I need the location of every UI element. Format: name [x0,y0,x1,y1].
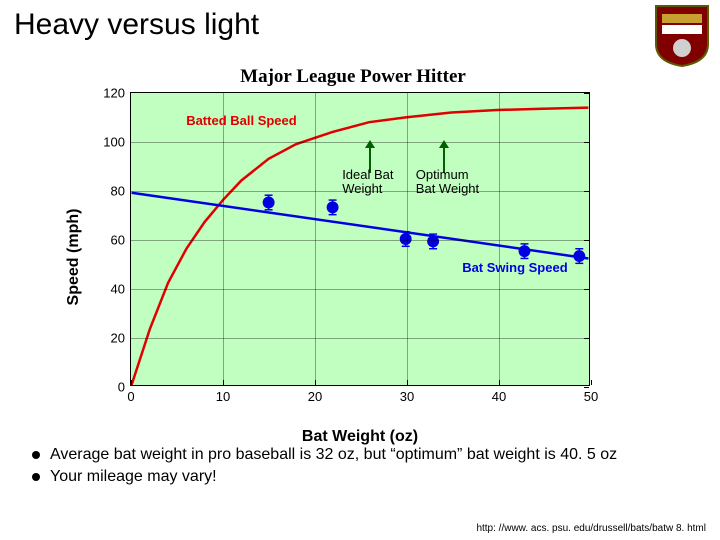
uchicago-logo-icon [654,4,710,68]
x-tick: 0 [127,389,134,404]
plot-area: 01020304050020406080100120Batted Ball Sp… [130,92,590,386]
ideal-label-1: Ideal Bat [342,167,393,182]
bat-swing-speed-label: Bat Swing Speed [462,260,567,275]
y-tick: 100 [103,135,125,150]
chart: Major League Power Hitter Speed (mph) 01… [78,86,628,428]
y-tick: 0 [118,380,125,395]
x-tick: 10 [216,389,230,404]
ideal-label-2: Weight [342,181,382,196]
source-url: http: //www. acs. psu. edu/drussell/bats… [476,523,706,534]
x-tick: 50 [584,389,598,404]
slide-title: Heavy versus light [14,8,259,42]
y-tick: 60 [111,233,125,248]
y-tick: 40 [111,282,125,297]
optimum-label-2: Bat Weight [416,181,479,196]
x-tick: 20 [308,389,322,404]
optimum-label-1: Optimum [416,167,469,182]
list-item: Average bat weight in pro baseball is 32… [28,445,700,465]
x-tick: 40 [492,389,506,404]
y-tick: 80 [111,184,125,199]
x-tick: 30 [400,389,414,404]
bullet-list: Average bat weight in pro baseball is 32… [28,445,700,489]
chart-title: Major League Power Hitter [78,66,628,88]
y-tick: 20 [111,331,125,346]
y-axis-label: Speed (mph) [65,209,83,306]
x-axis-label: Bat Weight (oz) [130,428,590,446]
y-tick: 120 [103,86,125,101]
batted-ball-speed-label: Batted Ball Speed [186,113,297,128]
list-item: Your mileage may vary! [28,467,700,487]
